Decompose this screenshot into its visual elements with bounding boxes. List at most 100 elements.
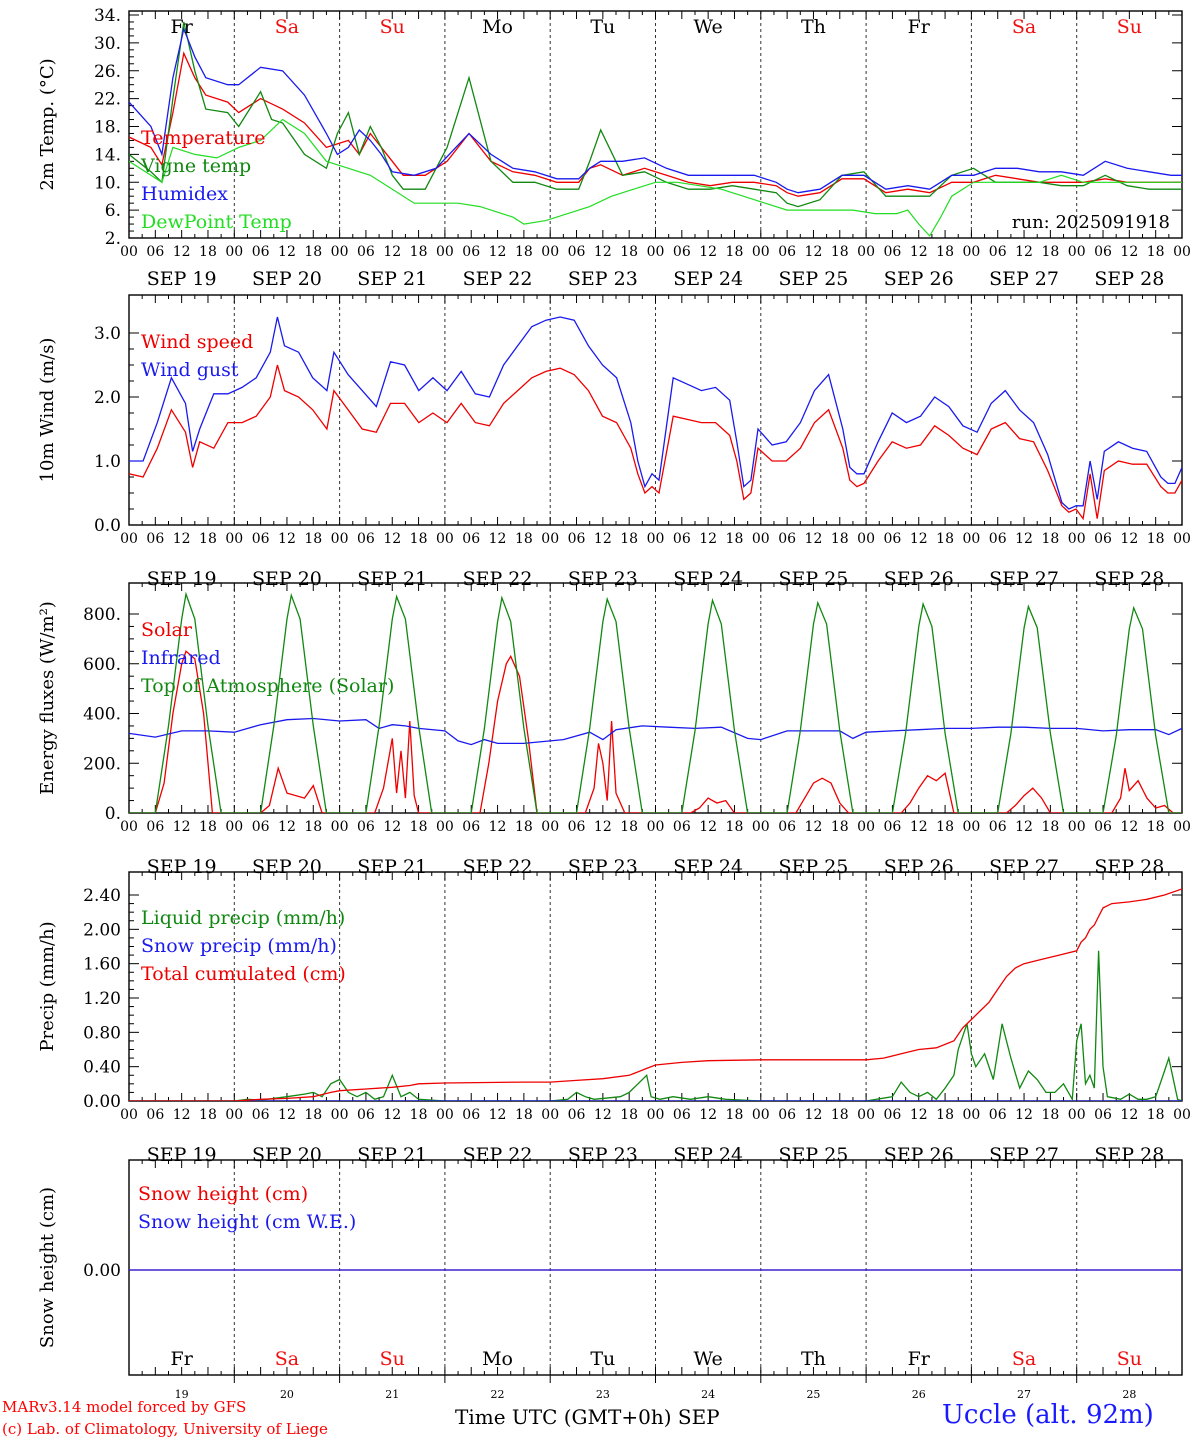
- energy-hour-label: 00: [1068, 819, 1086, 835]
- snow-legend-snow-height-cm-w-e-: Snow height (cm W.E.): [138, 1211, 356, 1233]
- precip-legend-liquid-precip-mm-h-: Liquid precip (mm/h): [141, 907, 345, 929]
- wind-hour-label: 12: [1015, 531, 1033, 547]
- precip-hour-label-final: 00: [1173, 1107, 1191, 1123]
- precip-hour-label: 12: [910, 1107, 928, 1123]
- temp-hour-label: 00: [541, 244, 559, 260]
- temp-hour-label: 00: [1068, 244, 1086, 260]
- wind-hour-label-final: 00: [1173, 531, 1191, 547]
- wind-hour-label: 18: [936, 531, 954, 547]
- temp-date-label: SEP 21: [357, 268, 427, 290]
- day-abbr-top: Su: [380, 16, 405, 38]
- day-abbr-bottom: Sa: [1012, 1348, 1036, 1370]
- energy-hour-label: 18: [620, 819, 638, 835]
- temp-legend-temperature: Temperature: [141, 127, 265, 149]
- wind-date-label: SEP 21: [357, 568, 427, 590]
- temp-hour-label: 12: [278, 244, 296, 260]
- temp-hour-label: 06: [252, 244, 270, 260]
- temp-hour-label: 12: [594, 244, 612, 260]
- day-number: 20: [280, 1388, 294, 1401]
- day-number: 27: [1017, 1388, 1031, 1401]
- wind-hour-label: 06: [1094, 531, 1112, 547]
- wind-hour-label: 12: [594, 531, 612, 547]
- temp-date-label: SEP 26: [884, 268, 954, 290]
- snow-y-axis-title: Snow height (cm): [37, 1187, 58, 1348]
- day-abbr-top: Sa: [275, 16, 299, 38]
- x-axis-title: Time UTC (GMT+0h) SEP: [455, 1405, 720, 1429]
- precip-hour-label: 12: [594, 1107, 612, 1123]
- day-abbr-top: We: [694, 16, 723, 38]
- energy-hour-label: 06: [673, 819, 691, 835]
- precip-hour-label: 06: [568, 1107, 586, 1123]
- energy-hour-label: 00: [120, 819, 138, 835]
- temp-hour-label: 06: [146, 244, 164, 260]
- energy-hour-label: 00: [752, 819, 770, 835]
- wind-hour-label: 00: [331, 531, 349, 547]
- temp-hour-label: 18: [831, 244, 849, 260]
- precip-hour-label: 06: [252, 1107, 270, 1123]
- wind-hour-label: 06: [778, 531, 796, 547]
- temp-hour-label: 18: [515, 244, 533, 260]
- temp-y-tick-label: 34.: [94, 6, 121, 26]
- day-number: 22: [491, 1388, 505, 1401]
- wind-date-label: SEP 24: [673, 568, 743, 590]
- energy-hour-label: 12: [1120, 819, 1138, 835]
- energy-hour-label: 00: [962, 819, 980, 835]
- wind-hour-label: 00: [120, 531, 138, 547]
- precip-hour-label: 18: [410, 1107, 428, 1123]
- wind-hour-label: 06: [462, 531, 480, 547]
- wind-series-wind-gust: [129, 316, 1182, 510]
- wind-hour-label: 00: [962, 531, 980, 547]
- precip-hour-label: 00: [647, 1107, 665, 1123]
- precip-y-axis-title: Precip (mm/h): [37, 921, 58, 1051]
- precip-hour-label: 18: [726, 1107, 744, 1123]
- temp-date-label: SEP 27: [989, 268, 1059, 290]
- wind-hour-label: 12: [1120, 531, 1138, 547]
- temp-hour-label: 12: [383, 244, 401, 260]
- energy-hour-label: 12: [489, 819, 507, 835]
- energy-hour-label: 00: [541, 819, 559, 835]
- energy-legend-infrared: Infrared: [141, 647, 221, 669]
- precip-hour-label: 06: [462, 1107, 480, 1123]
- energy-hour-label: 00: [647, 819, 665, 835]
- day-abbr-bottom: Su: [380, 1348, 405, 1370]
- temp-hour-label: 18: [304, 244, 322, 260]
- temp-hour-label: 00: [962, 244, 980, 260]
- energy-hour-label: 06: [1094, 819, 1112, 835]
- wind-date-label: SEP 23: [568, 568, 638, 590]
- temp-y-tick-label: 18.: [94, 118, 121, 138]
- temp-hour-label: 18: [199, 244, 217, 260]
- wind-hour-label: 06: [146, 531, 164, 547]
- wind-legend-wind-speed: Wind speed: [141, 331, 253, 353]
- energy-hour-label: 06: [357, 819, 375, 835]
- wind-hour-label: 12: [383, 531, 401, 547]
- energy-hour-label: 12: [383, 819, 401, 835]
- wind-hour-label: 18: [515, 531, 533, 547]
- precip-hour-label: 12: [699, 1107, 717, 1123]
- wind-hour-label: 18: [199, 531, 217, 547]
- temp-date-label: SEP 24: [673, 268, 743, 290]
- energy-hour-label: 00: [331, 819, 349, 835]
- temp-hour-label: 00: [436, 244, 454, 260]
- energy-hour-label: 18: [936, 819, 954, 835]
- temp-hour-label: 18: [936, 244, 954, 260]
- temp-y-tick-label: 6.: [105, 201, 121, 221]
- temp-hour-label: 00: [120, 244, 138, 260]
- day-abbr-bottom: Mo: [482, 1348, 513, 1370]
- wind-y-tick-label: 2.0: [94, 388, 121, 408]
- panel-energy: 800. 600. 400. 200. 0. Energy fluxes (W/m²) So…: [37, 582, 1191, 878]
- day-abbr-bottom: Fr: [908, 1348, 931, 1370]
- energy-hour-label: 12: [699, 819, 717, 835]
- energy-y-tick-label: 0.: [105, 804, 121, 824]
- model-credit: MARv3.14 model forced by GFS: [2, 1398, 247, 1416]
- temp-hour-label: 12: [805, 244, 823, 260]
- station-name: Uccle (alt. 92m): [942, 1400, 1154, 1430]
- precip-y-tick-label: 2.40: [83, 886, 121, 906]
- temp-hour-label: 06: [989, 244, 1007, 260]
- temp-y-tick-label: 10.: [94, 173, 121, 193]
- wind-hour-label: 06: [884, 531, 902, 547]
- precip-hour-label: 00: [225, 1107, 243, 1123]
- energy-hour-label: 00: [857, 819, 875, 835]
- energy-hour-label: 18: [410, 819, 428, 835]
- energy-hour-label: 00: [225, 819, 243, 835]
